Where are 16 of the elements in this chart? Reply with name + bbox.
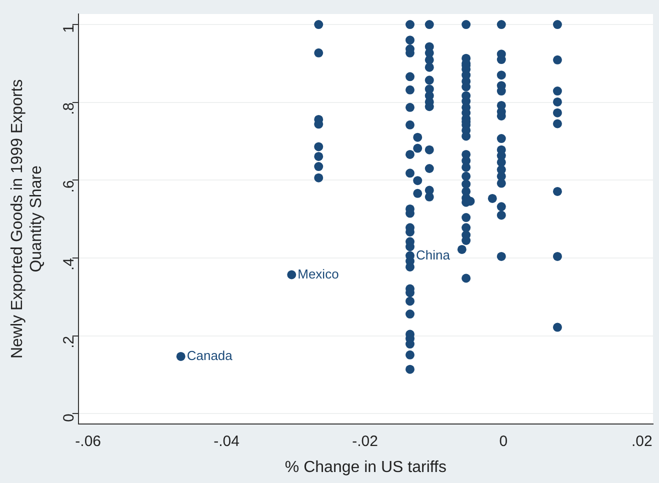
annotation: China (416, 247, 451, 262)
x-tick-label: 0 (499, 432, 508, 450)
annotation: Mexico (298, 266, 339, 282)
y-tick-label: .6 (60, 180, 78, 193)
y-tick-label: .2 (60, 336, 78, 348)
y-tick-label: 0 (60, 414, 78, 422)
x-tick-label: -.06 (75, 432, 102, 450)
x-tick-label: -.04 (214, 432, 240, 450)
y-tick-label: .8 (60, 102, 78, 115)
x-axis-title: % Change in US tariffs (284, 458, 446, 476)
x-tick-label: -.02 (352, 432, 378, 450)
y-axis-title: Newly Exported Goods in 1999 Exports Quantity Share (9, 79, 46, 359)
y-tick-label: 1 (60, 24, 78, 33)
y-tick-label: .4 (60, 258, 78, 271)
annotation: Canada (186, 348, 234, 364)
x-tick-label: .02 (631, 432, 652, 450)
